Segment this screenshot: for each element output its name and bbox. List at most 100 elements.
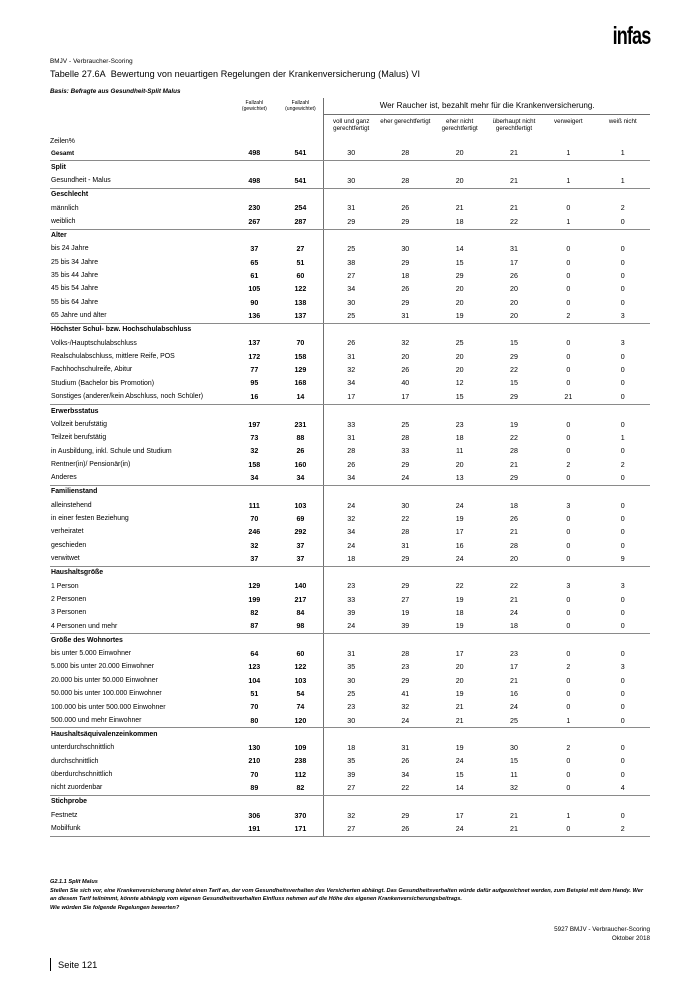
- cell-percent: 32: [323, 363, 379, 377]
- cell-fallzahl-ungewichtet: 103: [294, 676, 307, 685]
- cell-percent: 14: [432, 781, 487, 796]
- cell-percent: 13: [432, 471, 487, 486]
- cell-percent: [378, 728, 432, 742]
- row-percent-label: Zeilen%: [50, 137, 75, 145]
- table-row: in Ausbildung, inkl. Schule und Studium 3…: [50, 444, 650, 459]
- cell-percent: 0: [620, 649, 625, 658]
- cell-fallzahl-ungewichtet: 158: [294, 352, 307, 361]
- cell-fallzahl-gewichtet: [231, 229, 277, 243]
- cell-fallzahl-gewichtet: 70: [250, 703, 259, 712]
- cell-percent: [432, 229, 486, 243]
- cell-fallzahl-ungewichtet: [277, 323, 323, 337]
- cell-fallzahl-ungewichtet: 287: [277, 215, 324, 230]
- cell-percent: 25: [401, 420, 410, 429]
- row-label: in einer festen Beziehung: [51, 515, 129, 523]
- basis-note: Basis: Befragte aus Gesundheit-Split Mal…: [50, 88, 181, 95]
- table-row: bis unter 5.000 Einwohner 64 60 31 28 17 23 0 0: [50, 647, 650, 661]
- cell-percent: 15: [455, 258, 464, 267]
- cell-percent: 0: [620, 770, 625, 779]
- cell-percent: 32: [401, 339, 410, 348]
- row-label: 5.000 bis unter 20.000 Einwohner: [51, 663, 155, 671]
- row-label: alleinstehend: [51, 501, 92, 509]
- cell-percent: 0: [541, 619, 596, 635]
- table-row: Haushaltsäquivalenzeinkommen: [50, 727, 650, 742]
- header-blank-label: [50, 98, 231, 138]
- cell-percent: 14: [455, 245, 464, 254]
- cell-percent: 22: [486, 215, 542, 230]
- cell-fallzahl-ungewichtet: 122: [294, 663, 307, 672]
- cell-percent: [541, 323, 595, 337]
- cell-percent: 32: [323, 512, 379, 526]
- cell-percent: 23: [323, 579, 379, 594]
- cell-percent: 23: [455, 420, 464, 429]
- cell-percent: 29: [455, 271, 464, 280]
- cell-percent: 0: [566, 420, 571, 429]
- table-row: nicht zuordenbar 89 82 27 22 14 32 0 4: [50, 781, 650, 796]
- cell-percent: 34: [323, 282, 379, 296]
- cell-fallzahl-gewichtet: 111: [248, 501, 260, 510]
- cell-percent: 18: [510, 501, 518, 510]
- cell-fallzahl-gewichtet: 95: [250, 379, 259, 388]
- table-row: durchschnittlich 210 238 35 26 24 15 0 0: [50, 754, 650, 769]
- cell-fallzahl-gewichtet: [231, 566, 277, 580]
- cell-percent: 39: [323, 768, 379, 782]
- cell-percent: 17: [510, 258, 518, 267]
- cell-percent: 30: [323, 174, 379, 189]
- cell-percent: [378, 323, 432, 337]
- cell-percent: [323, 229, 379, 243]
- cell-fallzahl-gewichtet: 16: [231, 390, 278, 406]
- cell-percent: [487, 795, 541, 809]
- cell-percent: 24: [455, 501, 464, 510]
- cell-percent: 29: [378, 215, 433, 230]
- cell-percent: 0: [566, 258, 571, 267]
- cell-percent: 3: [620, 663, 625, 672]
- cell-percent: [323, 727, 379, 742]
- cell-fallzahl-gewichtet: 51: [250, 689, 259, 698]
- cell-percent: 33: [323, 593, 379, 607]
- row-group-label: Höchster Schul- bzw. Hochschulabschluss: [51, 326, 192, 334]
- table-row: verheiratet 246 292 34 28 17 21 0 0: [50, 525, 650, 539]
- row-label: 20.000 bis unter 50.000 Einwohner: [51, 676, 158, 684]
- header-answer-ueberhaupt-nicht: überhaupt nicht gerechtfertigt: [492, 118, 536, 133]
- page-footer: Seite 121: [50, 958, 97, 971]
- cell-fallzahl-gewichtet: 172: [248, 352, 261, 361]
- cell-percent: 15: [432, 390, 487, 406]
- cell-percent: 21: [486, 174, 542, 189]
- table-number: Tabelle 27.6A: [50, 69, 106, 79]
- cell-percent: 12: [455, 379, 464, 388]
- row-label: Rentner(in)/ Pensionär(in): [51, 460, 131, 468]
- question-footnote: G2.1.1 Split Malus Stellen Sie sich vor,…: [50, 878, 650, 913]
- cell-percent: 18: [323, 741, 379, 755]
- cell-percent: 1: [566, 811, 571, 820]
- cell-fallzahl-gewichtet: 105: [248, 285, 261, 294]
- cell-percent: 18: [432, 215, 487, 230]
- row-label: unterdurchschnittlich: [51, 744, 115, 752]
- cell-fallzahl-gewichtet: 37: [231, 552, 278, 567]
- cell-percent: 29: [401, 676, 410, 685]
- cell-percent: 20: [455, 298, 464, 307]
- cell-percent: [432, 161, 486, 175]
- cell-fallzahl-gewichtet: 37: [250, 245, 259, 254]
- cell-percent: 18: [323, 552, 379, 567]
- cell-percent: 35: [323, 754, 379, 769]
- cell-percent: [596, 323, 651, 337]
- header-spacer-1: [231, 138, 277, 147]
- header-spacer-6: [487, 138, 541, 147]
- row-label: Anderes: [50, 471, 232, 486]
- cell-fallzahl-gewichtet: 82: [250, 609, 259, 618]
- cell-percent: 2: [620, 204, 625, 213]
- cell-percent: [432, 188, 486, 202]
- cell-percent: 29: [401, 811, 410, 820]
- cell-percent: 29: [323, 215, 379, 230]
- cell-percent: 19: [432, 309, 487, 324]
- cell-fallzahl-gewichtet: 230: [248, 204, 261, 213]
- cell-percent: 0: [566, 379, 571, 388]
- cell-percent: 0: [566, 352, 571, 361]
- row-group-label: Familienstand: [51, 488, 98, 496]
- table-row: in einer festen Beziehung 70 69 32 22 19 26 0 0: [50, 512, 650, 526]
- row-label: Mobilfunk: [50, 822, 232, 837]
- row-label: weiblich: [50, 215, 232, 230]
- cell-percent: 34: [323, 376, 379, 391]
- cell-fallzahl-ungewichtet: [277, 485, 323, 499]
- cell-fallzahl-ungewichtet: 137: [277, 309, 324, 324]
